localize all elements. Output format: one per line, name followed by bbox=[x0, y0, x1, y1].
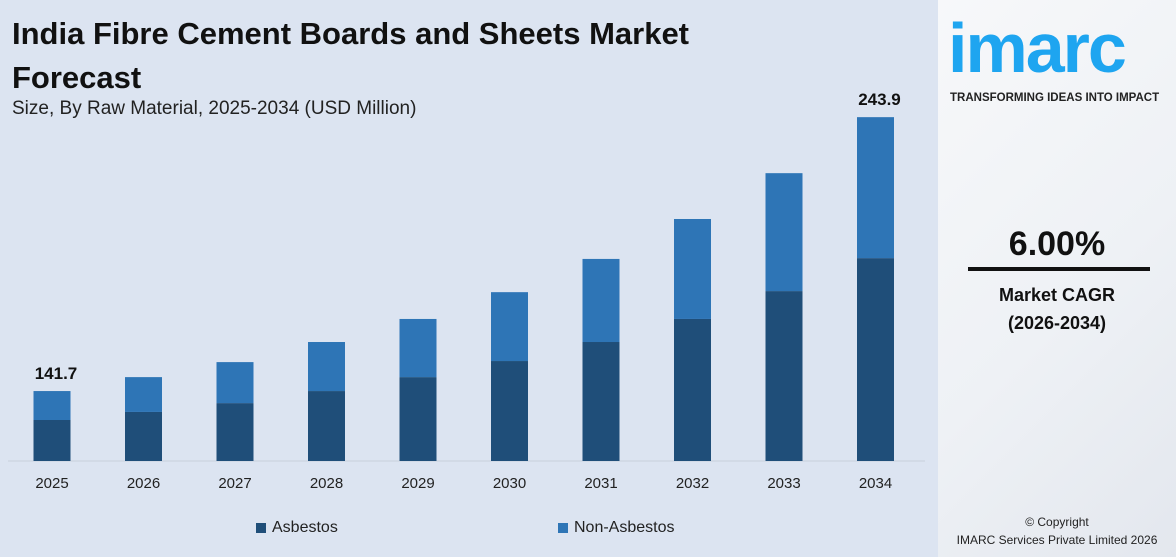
divider bbox=[968, 267, 1150, 271]
bar-asbestos-2032 bbox=[674, 318, 711, 461]
copyright: © Copyright bbox=[1025, 515, 1089, 529]
x-tick-label: 2028 bbox=[310, 475, 343, 492]
bar-asbestos-2027 bbox=[216, 403, 254, 461]
x-tick-label: 2031 bbox=[584, 475, 617, 492]
legend-label: Non-Asbestos bbox=[574, 519, 675, 536]
bar-non-asbestos-2026 bbox=[125, 377, 162, 412]
bar-asbestos-2030 bbox=[491, 361, 528, 461]
tagline: TRANSFORMING IDEAS INTO IMPACT bbox=[950, 92, 1160, 104]
bar-non-asbestos-2030 bbox=[491, 292, 528, 362]
x-tick-label: 2032 bbox=[676, 475, 709, 492]
legend-label: Asbestos bbox=[272, 519, 338, 536]
bar-non-asbestos-2032 bbox=[674, 218, 711, 319]
legend-swatch bbox=[558, 523, 568, 533]
side-panel: imarc TRANSFORMING IDEAS INTO IMPACT 6.0… bbox=[938, 0, 1176, 557]
cagr-period: (2026-2034) bbox=[1007, 313, 1107, 333]
chart-title: India Fibre Cement Boards and Sheets Mar… bbox=[12, 16, 690, 95]
legend-swatch bbox=[256, 523, 266, 533]
x-tick-label: 2029 bbox=[401, 475, 434, 492]
bar-asbestos-2028 bbox=[308, 391, 345, 461]
x-tick-label: 2026 bbox=[127, 475, 160, 492]
bar-non-asbestos-2027 bbox=[216, 362, 254, 404]
bar-chart: 2025 141.7 2026 2027 2028 2029 2030 2031 2032 203… bbox=[8, 90, 925, 492]
bar-non-asbestos-2033 bbox=[765, 173, 803, 292]
bar-asbestos-2031 bbox=[582, 342, 620, 461]
data-label: 243.9 bbox=[858, 90, 901, 109]
chart-subtitle: Size, By Raw Material, 2025-2034 (USD Mi… bbox=[12, 98, 417, 119]
x-tick-label: 2025 bbox=[35, 475, 68, 492]
bar-non-asbestos-2028 bbox=[308, 342, 345, 392]
legend-item-asbestos: Asbestos bbox=[256, 519, 338, 537]
data-label: 141.7 bbox=[35, 364, 78, 383]
bar-asbestos-2025 bbox=[33, 419, 71, 461]
imarc-logo: imarc bbox=[948, 9, 1127, 87]
x-tick-label: 2030 bbox=[493, 475, 526, 492]
bar-asbestos-2029 bbox=[399, 377, 437, 461]
bar-non-asbestos-2029 bbox=[399, 318, 437, 378]
bar-non-asbestos-2034 bbox=[857, 117, 894, 259]
bar-non-asbestos-2031 bbox=[582, 258, 620, 343]
bar-asbestos-2026 bbox=[125, 411, 162, 461]
x-tick-label: 2034 bbox=[859, 475, 892, 492]
legend-item-non-asbestos: Non-Asbestos bbox=[558, 519, 675, 537]
bar-asbestos-2033 bbox=[765, 291, 803, 461]
bar-non-asbestos-2025 bbox=[33, 391, 71, 420]
cagr-value: 6.00% bbox=[1008, 225, 1106, 263]
company-name: IMARC Services Private Limited 2026 bbox=[956, 533, 1158, 547]
chart-area: India Fibre Cement Boards and Sheets Mar… bbox=[8, 16, 925, 537]
bar-asbestos-2034 bbox=[857, 258, 894, 461]
x-tick-label: 2033 bbox=[767, 475, 800, 492]
cagr-label: Market CAGR bbox=[998, 285, 1116, 305]
x-tick-label: 2027 bbox=[218, 475, 251, 492]
